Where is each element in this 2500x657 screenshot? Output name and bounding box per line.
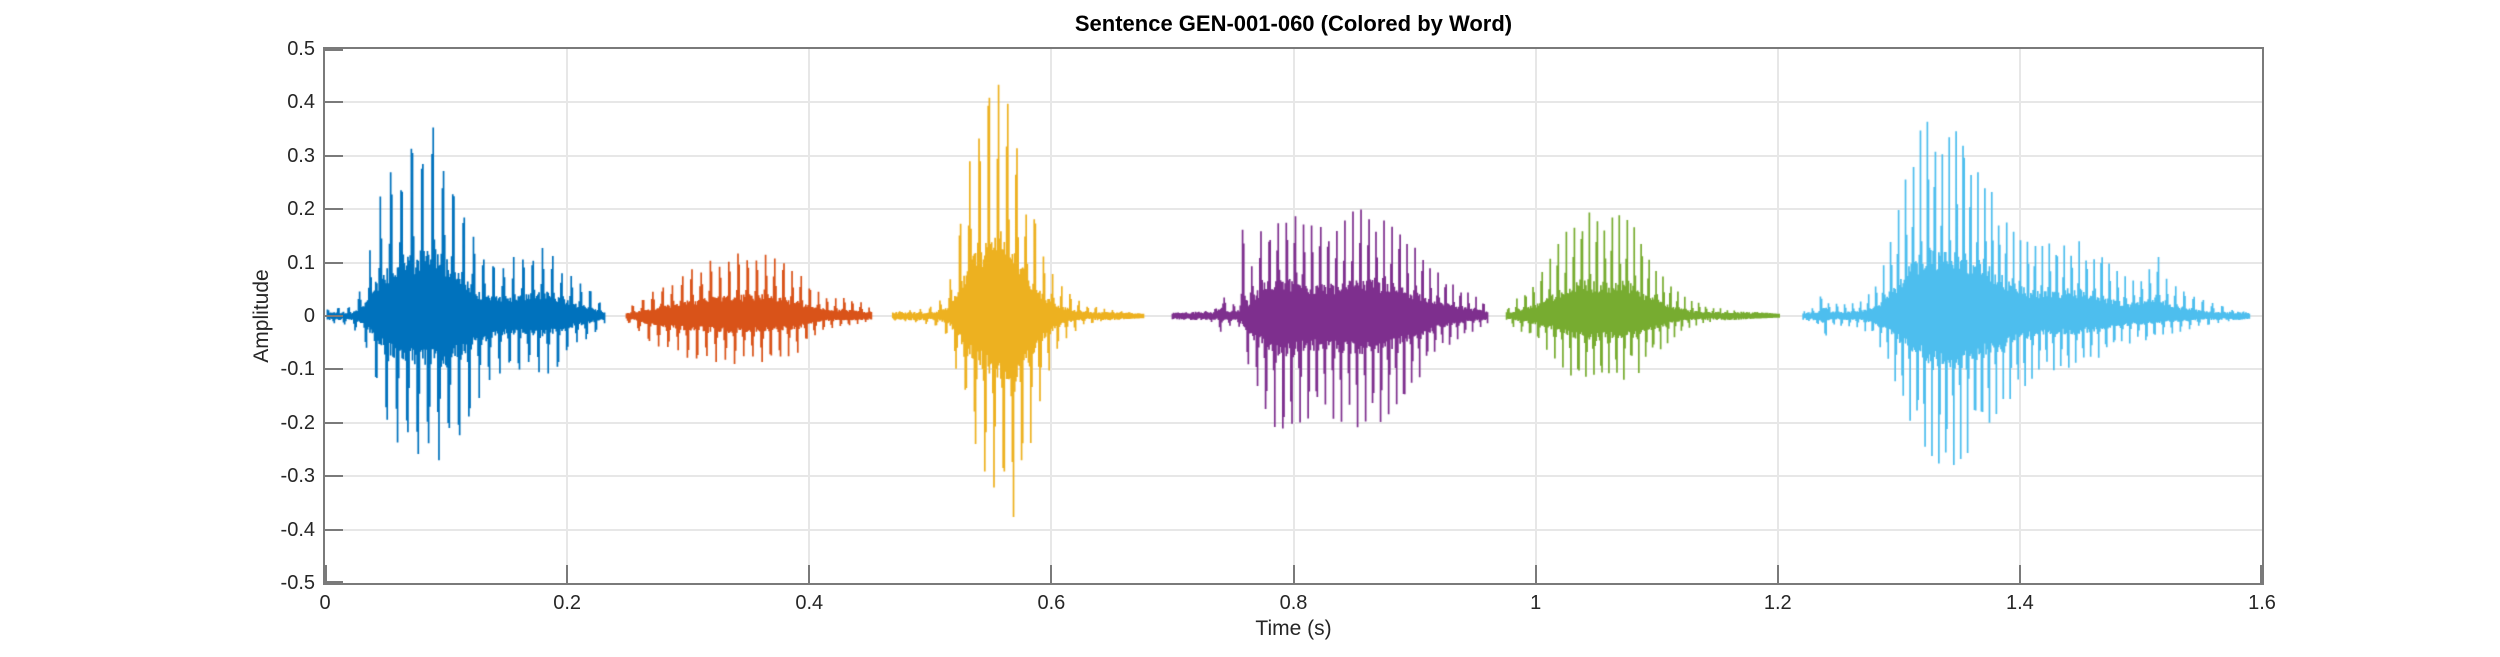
y-tick-mark [325,368,343,371]
x-tick-mark [325,565,327,583]
x-tick-label: 1.2 [1763,592,1792,614]
y-tick-label: -0.5 [280,572,315,594]
x-tick-mark [1292,565,1295,583]
y-tick-mark [325,49,343,51]
y-tick-label: -0.1 [280,358,315,381]
y-tick-mark [325,208,343,211]
y-tick-label: 0.3 [287,144,315,167]
x-tick-label: 1 [1530,592,1542,614]
x-tick-mark [1776,565,1779,583]
x-tick-label: 0.6 [1037,592,1066,614]
y-tick-mark [325,101,343,104]
x-tick-label: 0 [319,592,331,614]
x-tick-mark [566,565,569,583]
y-tick-mark [325,475,343,478]
x-tick-label: 1.6 [2248,592,2276,614]
waveform-canvas [325,49,2262,583]
y-tick-mark [325,581,343,583]
y-tick-mark [325,154,343,157]
y-tick-label: 0.2 [287,198,315,221]
y-axis-label: Amplitude [250,269,273,363]
y-tick-mark [325,421,343,424]
y-tick-mark [325,261,343,264]
y-tick-label: 0.5 [287,38,315,60]
y-tick-label: 0.1 [287,251,315,274]
y-tick-mark [325,528,343,531]
y-tick-label: -0.3 [280,465,315,488]
y-tick-mark [325,315,343,317]
x-tick-mark [2260,565,2262,583]
y-tick-label: -0.4 [280,518,315,541]
x-tick-label: 0.4 [795,592,824,614]
x-tick-label: 1.4 [2005,592,2034,614]
x-axis-label: Time (s) [1255,617,1332,640]
x-tick-label: 0.2 [553,592,582,614]
x-tick-mark [1534,565,1537,583]
chart-title: Sentence GEN-001-060 (Colored by Word) [1074,11,1513,36]
y-tick-label: -0.2 [280,411,315,434]
x-tick-mark [1050,565,1053,583]
plot-area [323,47,2264,585]
x-tick-label: 0.8 [1279,592,1308,614]
y-tick-label: 0.4 [287,91,315,114]
x-tick-mark [2018,565,2021,583]
y-tick-label: 0 [303,305,315,327]
plot-inner [325,49,2262,583]
x-tick-mark [808,565,811,583]
